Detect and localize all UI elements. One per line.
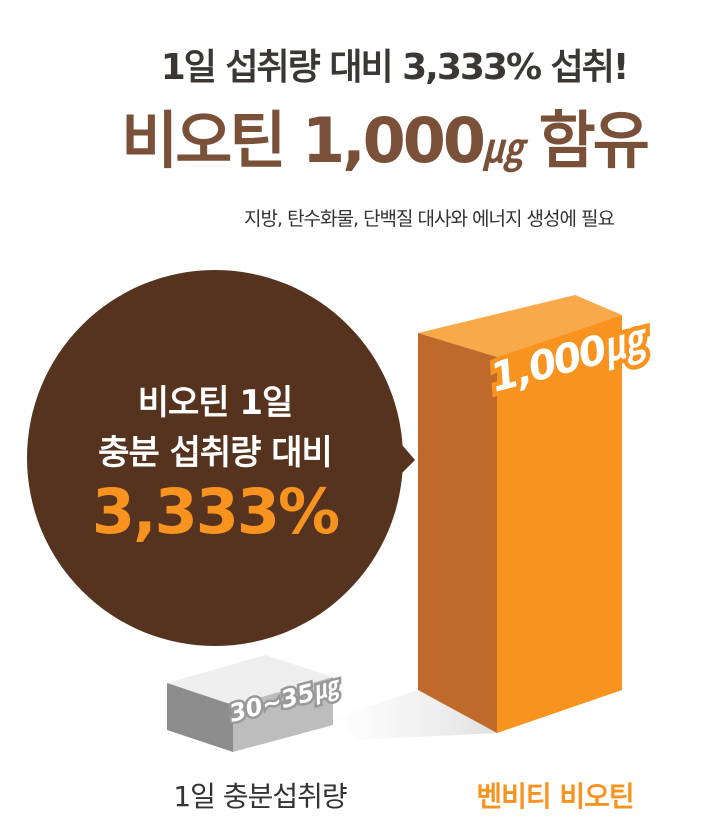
bar-1-top	[167, 655, 333, 705]
speech-bubble-pointer	[385, 425, 415, 490]
main-title-unit: ㎍	[483, 126, 523, 172]
bubble-percent: 3,333%	[91, 475, 340, 548]
speech-bubble	[27, 270, 403, 646]
bubble-line-2: 충분 섭취량 대비	[98, 433, 333, 473]
bubble-line-1: 비오틴 1일	[137, 383, 294, 423]
bar-2-side	[418, 333, 497, 733]
bar-2-label: 벤비티 비오틴	[476, 780, 634, 813]
bar-2-top	[418, 295, 622, 357]
bar-1-front	[233, 677, 333, 752]
bar-2-front	[497, 315, 622, 733]
main-title-text: 비오틴 1,000	[121, 104, 486, 177]
bar-1-side	[167, 683, 233, 752]
headline: 1일 섭취량 대비 3,333% 섭취!	[160, 47, 630, 88]
bar-shadow	[330, 690, 497, 740]
main-title: 비오틴 1,000㎍ 함유	[0, 90, 728, 180]
main-title-end: 함유	[520, 104, 650, 177]
subtitle: 지방, 탄수화물, 단백질 대사와 에너지 생성에 필요	[244, 208, 615, 230]
bar-1-label: 1일 충분섭취량	[173, 780, 347, 813]
